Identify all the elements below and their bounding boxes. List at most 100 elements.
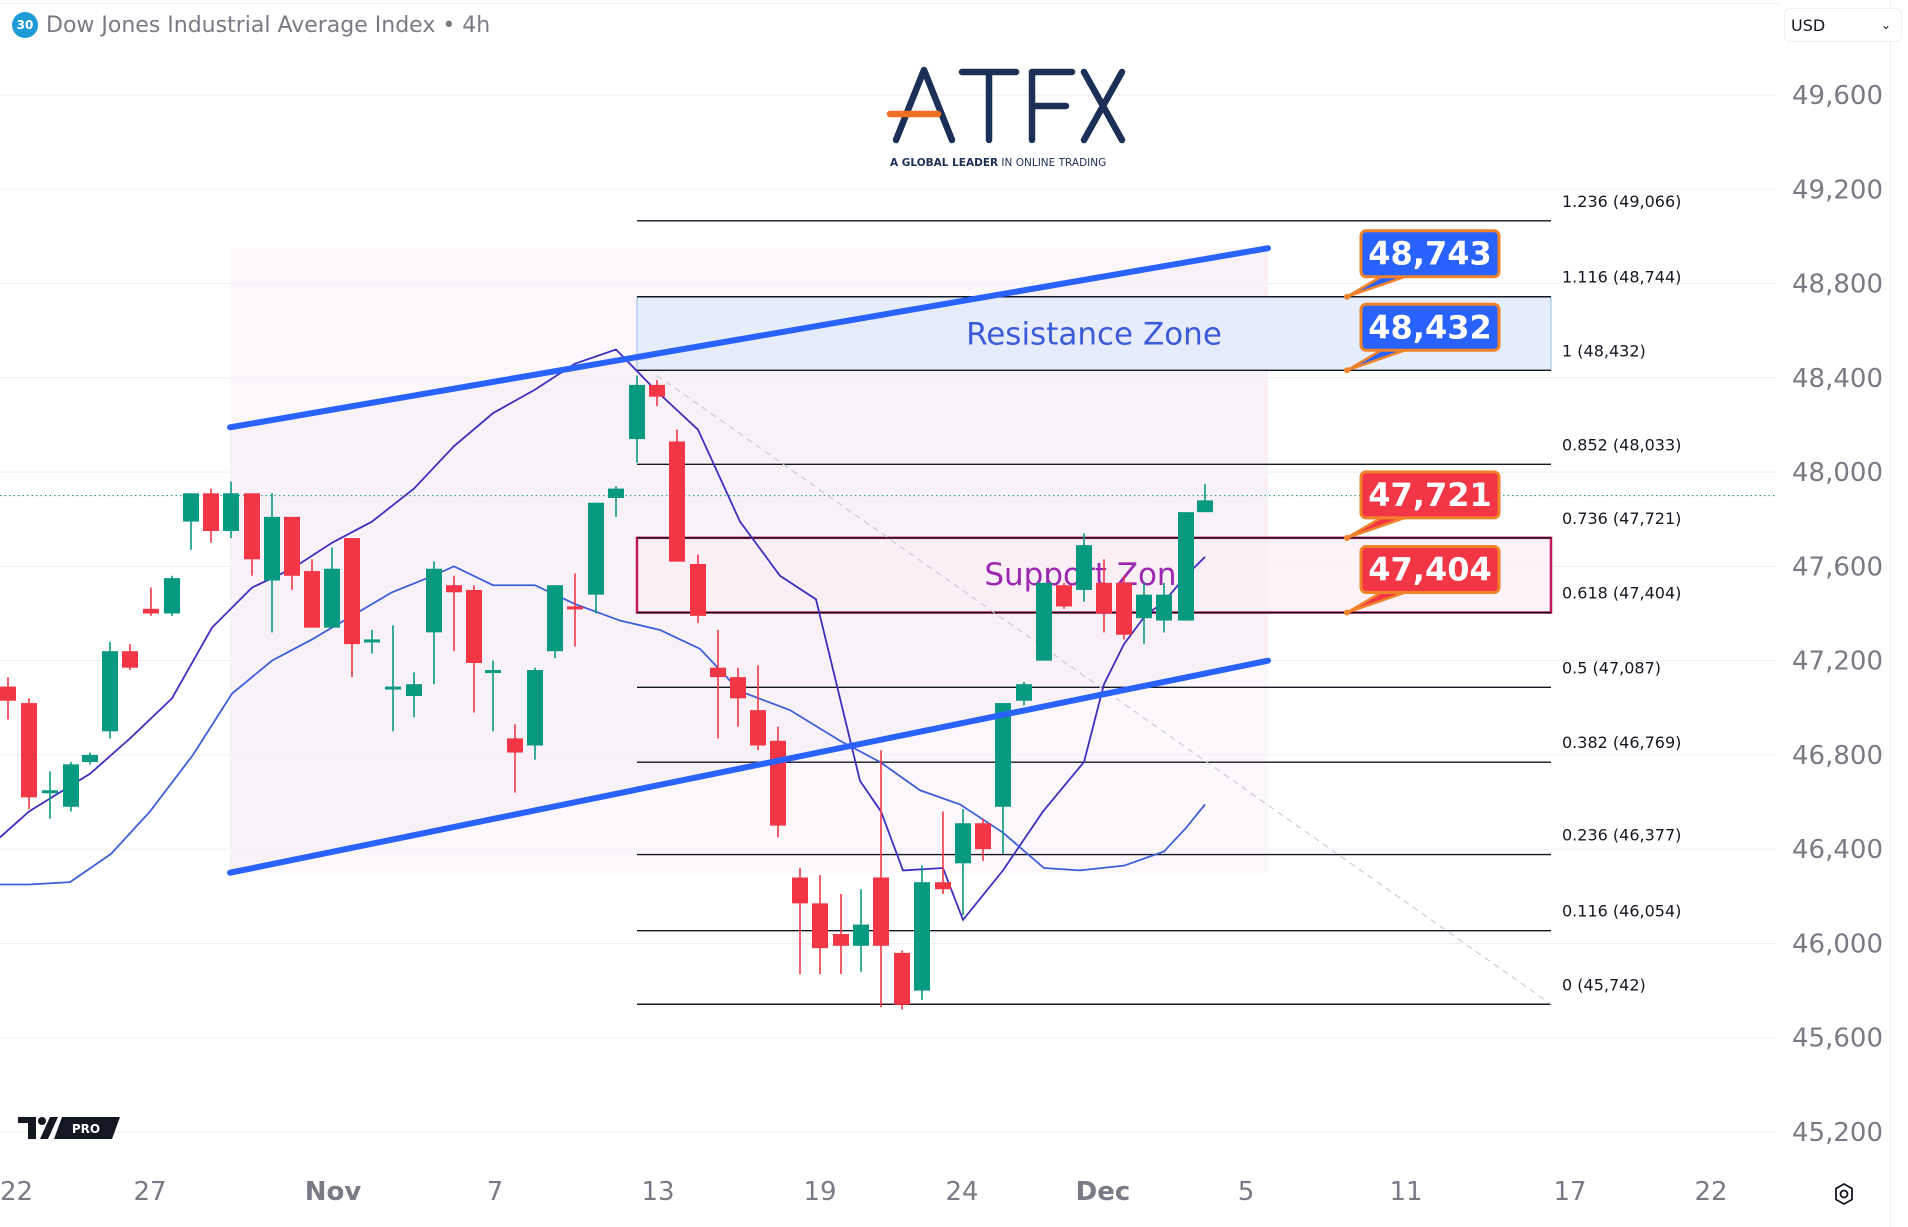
candle-body[interactable] <box>485 670 501 674</box>
candle-body[interactable] <box>750 710 766 746</box>
atfx-logo: A GLOBAL LEADER IN ONLINE TRADING <box>886 66 1126 169</box>
candle-body[interactable] <box>203 493 219 532</box>
candle-body[interactable] <box>894 952 910 1005</box>
candle-body[interactable] <box>567 606 583 610</box>
callout-anchor <box>1344 367 1350 374</box>
candle-body[interactable] <box>164 578 180 614</box>
candle-body[interactable] <box>244 493 260 560</box>
price-callout[interactable] <box>1359 470 1501 520</box>
price-callout-label: 47,721 <box>1368 476 1491 514</box>
candle-body[interactable] <box>1076 545 1092 590</box>
candle-body[interactable] <box>183 493 199 522</box>
candle-body[interactable] <box>1096 582 1112 614</box>
price-callout[interactable] <box>1359 302 1501 352</box>
price-callout[interactable] <box>1359 229 1501 279</box>
candle-body[interactable] <box>770 740 786 826</box>
channel-upper-line[interactable] <box>227 245 1271 431</box>
candle-body[interactable] <box>608 488 624 499</box>
price-callout[interactable] <box>1359 545 1501 595</box>
candle-body[interactable] <box>853 924 869 946</box>
candle-body[interactable] <box>344 538 360 645</box>
candle-body[interactable] <box>1156 594 1172 621</box>
candle-body[interactable] <box>466 589 482 663</box>
candle-body[interactable] <box>1116 582 1132 635</box>
candle-body[interactable] <box>792 877 808 904</box>
candle-body[interactable] <box>730 677 746 699</box>
x-axis-label: 22 <box>0 1177 33 1207</box>
candle-body[interactable] <box>588 502 604 595</box>
candle-body[interactable] <box>122 651 138 668</box>
symbol-title: Dow Jones Industrial Average Index • 4h <box>46 12 491 38</box>
y-axis-label: 47,600 <box>1792 552 1883 582</box>
candle-body[interactable] <box>1178 512 1194 621</box>
candle-body[interactable] <box>812 903 828 949</box>
candle-body[interactable] <box>1016 684 1032 701</box>
x-axis-label: 27 <box>133 1177 166 1207</box>
y-axis-label: 49,600 <box>1792 81 1883 111</box>
settings-icon[interactable] <box>1830 1180 1858 1208</box>
price-callout-label: 47,404 <box>1368 551 1491 589</box>
candle-body[interactable] <box>873 877 889 946</box>
candle-body[interactable] <box>0 686 16 701</box>
candle-body[interactable] <box>710 667 726 678</box>
candle-body[interactable] <box>63 764 79 807</box>
candle-body[interactable] <box>669 441 685 562</box>
symbol-header[interactable]: 30 Dow Jones Industrial Average Index • … <box>12 10 490 40</box>
svg-text:A GLOBAL LEADER IN ONLINE TRAD: A GLOBAL LEADER IN ONLINE TRADING <box>890 157 1106 169</box>
candle-body[interactable] <box>21 703 37 798</box>
candle-body[interactable] <box>935 882 951 890</box>
candle-body[interactable] <box>975 823 991 850</box>
candle-body[interactable] <box>1197 500 1213 513</box>
candle-body[interactable] <box>547 585 563 652</box>
moving-average-fast <box>0 348 1206 922</box>
candle-body[interactable] <box>955 823 971 864</box>
currency-select[interactable]: USD ⌄ <box>1784 8 1902 42</box>
tradingview-pro-logo[interactable]: PRO <box>16 1115 122 1141</box>
y-axis-label: 48,800 <box>1792 270 1883 300</box>
x-axis-label: 11 <box>1389 1177 1422 1207</box>
currency-value: USD <box>1791 15 1826 35</box>
candle-body[interactable] <box>629 384 645 440</box>
fib-level-label: 0.5 (47,087) <box>1562 658 1661 677</box>
fib-level-label: 0.736 (47,721) <box>1562 509 1681 528</box>
symbol-badge: 30 <box>12 12 38 38</box>
fib-level-label: 0.116 (46,054) <box>1562 902 1681 921</box>
top-divider <box>0 3 1780 4</box>
candle-body[interactable] <box>833 934 849 946</box>
candle-body[interactable] <box>690 564 706 616</box>
candle-body[interactable] <box>426 568 442 633</box>
candle-body[interactable] <box>995 703 1011 807</box>
price-callout-label: 48,743 <box>1368 235 1491 273</box>
y-axis-label: 46,800 <box>1792 741 1883 771</box>
candle-body[interactable] <box>102 651 118 732</box>
fib-level-label: 1.116 (48,744) <box>1562 268 1681 287</box>
candle-body[interactable] <box>446 585 462 593</box>
price-axis-border <box>1890 0 1891 1227</box>
candle-body[interactable] <box>143 608 159 614</box>
candle-body[interactable] <box>1036 582 1052 661</box>
channel-lower-line[interactable] <box>227 657 1271 876</box>
candle-body[interactable] <box>284 516 300 576</box>
y-axis-label: 45,600 <box>1792 1024 1883 1054</box>
candle-body[interactable] <box>42 790 58 794</box>
y-axis-label: 49,200 <box>1792 175 1883 205</box>
candle-body[interactable] <box>264 516 280 581</box>
resistance-zone-label: Resistance Zone <box>966 317 1222 353</box>
x-axis-label: 22 <box>1694 1177 1727 1207</box>
candle-body[interactable] <box>914 882 930 991</box>
candle-body[interactable] <box>223 493 239 532</box>
candle-body[interactable] <box>385 686 401 690</box>
candle-body[interactable] <box>304 571 320 628</box>
candle-body[interactable] <box>649 384 665 397</box>
candle-body[interactable] <box>82 754 98 762</box>
callout-pointer <box>1345 275 1407 298</box>
candle-body[interactable] <box>507 738 523 753</box>
candle-body[interactable] <box>364 639 380 643</box>
candle-body[interactable] <box>324 568 340 628</box>
candle-body[interactable] <box>406 684 422 696</box>
candle-body[interactable] <box>527 670 543 746</box>
candle-body[interactable] <box>1056 585 1072 607</box>
chevron-down-icon: ⌄ <box>1880 18 1891 32</box>
candle-body[interactable] <box>1136 594 1152 619</box>
